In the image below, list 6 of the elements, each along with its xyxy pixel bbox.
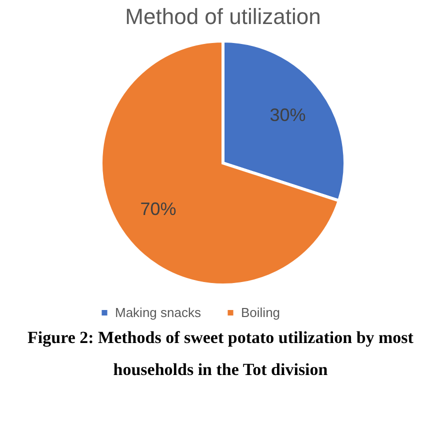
caption: Figure 2: Methods of sweet potato utilization by most households in the Tot division	[26, 327, 414, 381]
chart-title: Method of utilization	[125, 4, 321, 29]
legend-label: Making snacks	[115, 304, 202, 320]
legend-label: Boiling	[241, 304, 280, 320]
data-label: 70%	[140, 199, 176, 220]
data-label: 30%	[270, 104, 306, 125]
